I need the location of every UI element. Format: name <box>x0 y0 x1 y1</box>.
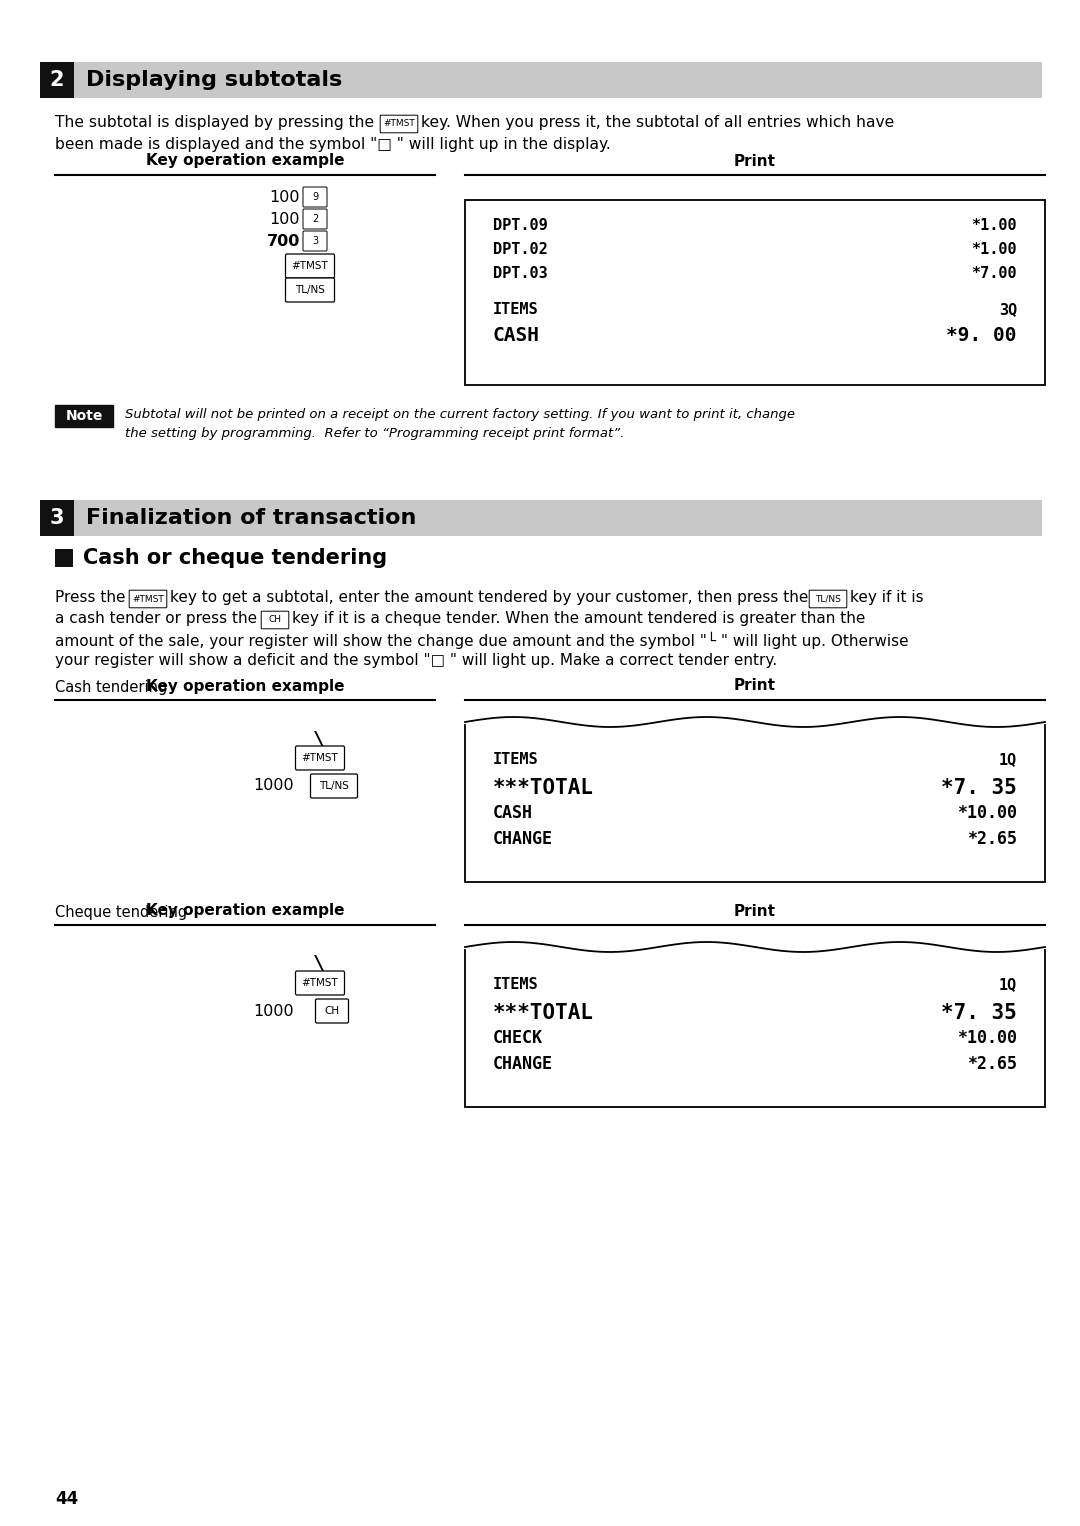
Text: \: \ <box>313 729 326 749</box>
Text: DPT.03: DPT.03 <box>492 266 548 281</box>
FancyBboxPatch shape <box>380 114 418 133</box>
Text: ITEMS: ITEMS <box>492 302 539 317</box>
Bar <box>465 722 1045 882</box>
Text: TL/NS: TL/NS <box>815 595 841 603</box>
Bar <box>465 200 1045 385</box>
Text: Press the: Press the <box>55 591 125 604</box>
Text: 3: 3 <box>312 237 319 246</box>
Text: *1.00: *1.00 <box>971 243 1017 256</box>
FancyBboxPatch shape <box>285 278 335 302</box>
Text: amount of the sale, your register will show the change due amount and the symbol: amount of the sale, your register will s… <box>55 632 908 649</box>
Text: 700: 700 <box>267 233 300 249</box>
Text: a cash tender or press the: a cash tender or press the <box>55 610 257 626</box>
Text: CH: CH <box>269 615 282 624</box>
Text: \: \ <box>313 955 326 975</box>
Text: ***TOTAL: ***TOTAL <box>492 1003 594 1022</box>
Text: *7.00: *7.00 <box>971 266 1017 281</box>
Text: ITEMS: ITEMS <box>492 752 539 768</box>
Text: Print: Print <box>734 679 777 693</box>
Text: TL/NS: TL/NS <box>295 285 325 295</box>
Text: CH: CH <box>324 1006 339 1016</box>
FancyBboxPatch shape <box>303 209 327 229</box>
Text: CHECK: CHECK <box>492 1029 543 1047</box>
FancyBboxPatch shape <box>311 774 357 798</box>
Text: Print: Print <box>734 154 777 168</box>
Text: *10.00: *10.00 <box>957 1029 1017 1047</box>
Text: 44: 44 <box>55 1489 78 1508</box>
Text: *10.00: *10.00 <box>957 804 1017 823</box>
Text: #TMST: #TMST <box>292 261 328 272</box>
FancyBboxPatch shape <box>303 230 327 250</box>
Bar <box>40 501 1042 536</box>
Text: 3Q: 3Q <box>999 302 1017 317</box>
Text: the setting by programming.  Refer to “Programming receipt print format”.: the setting by programming. Refer to “Pr… <box>125 427 624 439</box>
Text: #TMST: #TMST <box>301 978 338 987</box>
Text: *7. 35: *7. 35 <box>942 1003 1017 1022</box>
Bar <box>55 549 73 568</box>
Bar <box>55 404 113 427</box>
Text: CHANGE: CHANGE <box>492 830 553 848</box>
Text: 1Q: 1Q <box>999 752 1017 768</box>
Text: ***TOTAL: ***TOTAL <box>492 778 594 798</box>
FancyBboxPatch shape <box>261 612 288 629</box>
Text: *2.65: *2.65 <box>967 1054 1017 1073</box>
Text: *1.00: *1.00 <box>971 218 1017 233</box>
Text: 3: 3 <box>50 508 64 528</box>
Text: Displaying subtotals: Displaying subtotals <box>86 70 342 90</box>
FancyBboxPatch shape <box>285 253 335 278</box>
Text: CASH: CASH <box>492 327 540 345</box>
Text: 100: 100 <box>270 212 300 226</box>
Text: CASH: CASH <box>492 804 534 823</box>
Text: *7. 35: *7. 35 <box>942 778 1017 798</box>
Text: *2.65: *2.65 <box>967 830 1017 848</box>
Bar <box>40 63 1042 98</box>
Text: #TMST: #TMST <box>132 595 164 603</box>
Text: Cash or cheque tendering: Cash or cheque tendering <box>83 548 387 568</box>
Text: Subtotal will not be printed on a receipt on the current factory setting. If you: Subtotal will not be printed on a receip… <box>125 407 795 421</box>
Bar <box>465 948 1045 1106</box>
Text: 1Q: 1Q <box>999 977 1017 992</box>
Text: Key operation example: Key operation example <box>146 154 345 168</box>
Text: TL/NS: TL/NS <box>319 781 349 790</box>
Text: key if it is a cheque tender. When the amount tendered is greater than the: key if it is a cheque tender. When the a… <box>292 610 865 626</box>
Text: 100: 100 <box>270 189 300 204</box>
Text: #TMST: #TMST <box>383 119 415 128</box>
FancyBboxPatch shape <box>296 746 345 771</box>
Text: your register will show a deficit and the symbol "□ " will light up. Make a corr: your register will show a deficit and th… <box>55 653 778 668</box>
Text: been made is displayed and the symbol "□ " will light up in the display.: been made is displayed and the symbol "□… <box>55 137 611 153</box>
Bar <box>40 501 75 536</box>
Text: #TMST: #TMST <box>301 752 338 763</box>
FancyBboxPatch shape <box>130 591 166 607</box>
Text: DPT.09: DPT.09 <box>492 218 548 233</box>
Text: 9: 9 <box>312 192 319 201</box>
Text: DPT.02: DPT.02 <box>492 243 548 256</box>
Text: 1000: 1000 <box>254 1004 294 1018</box>
Text: key if it is: key if it is <box>850 591 923 604</box>
FancyBboxPatch shape <box>315 1000 349 1022</box>
FancyBboxPatch shape <box>296 971 345 995</box>
Text: 2: 2 <box>312 214 319 224</box>
FancyBboxPatch shape <box>303 188 327 208</box>
Text: 1000: 1000 <box>254 778 294 794</box>
Text: key. When you press it, the subtotal of all entries which have: key. When you press it, the subtotal of … <box>421 114 894 130</box>
Text: Cheque tendering: Cheque tendering <box>55 905 187 920</box>
Text: Note: Note <box>65 409 103 423</box>
Text: ITEMS: ITEMS <box>492 977 539 992</box>
Text: The subtotal is displayed by pressing the: The subtotal is displayed by pressing th… <box>55 114 374 130</box>
Text: Print: Print <box>734 903 777 919</box>
FancyBboxPatch shape <box>809 591 847 607</box>
Text: Key operation example: Key operation example <box>146 903 345 919</box>
Text: CHANGE: CHANGE <box>492 1054 553 1073</box>
Text: key to get a subtotal, enter the amount tendered by your customer, then press th: key to get a subtotal, enter the amount … <box>170 591 808 604</box>
Text: 2: 2 <box>50 70 64 90</box>
Text: *9. 00: *9. 00 <box>946 327 1017 345</box>
Text: Finalization of transaction: Finalization of transaction <box>86 508 417 528</box>
Bar <box>40 63 75 98</box>
Text: Cash tendering: Cash tendering <box>55 681 167 694</box>
Text: Key operation example: Key operation example <box>146 679 345 693</box>
